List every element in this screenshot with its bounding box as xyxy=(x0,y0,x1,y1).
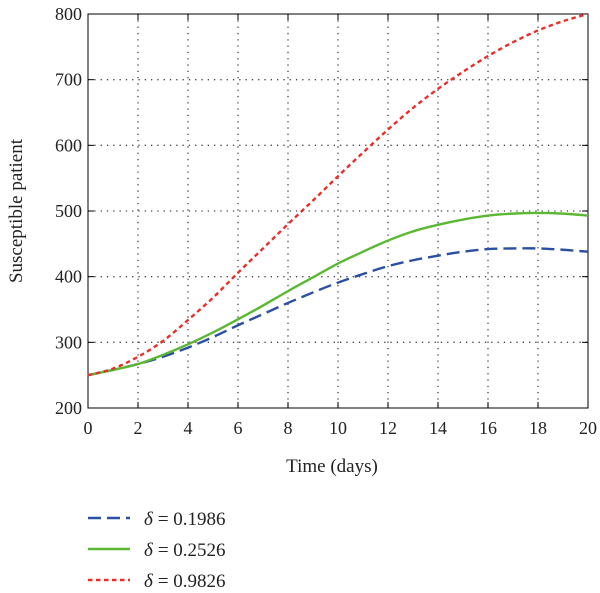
legend-label-delta-0-2526: δ = 0.2526 xyxy=(144,540,226,561)
series-lines xyxy=(87,12,589,377)
x-tick-label: 4 xyxy=(184,418,193,438)
x-tick-label: 16 xyxy=(479,418,497,438)
axis-ticks xyxy=(87,13,589,409)
legend-value: = 0.9826 xyxy=(158,571,226,592)
x-tick-label: 6 xyxy=(234,418,243,438)
grid xyxy=(88,14,588,408)
legend-symbol: δ xyxy=(144,571,154,592)
y-tick-labels: 200 300 400 500 600 700 800 xyxy=(55,4,82,418)
y-tick-label: 400 xyxy=(55,267,82,287)
y-axis-title: Susceptible patient xyxy=(6,138,27,283)
series-line-delta-0-9826 xyxy=(87,12,589,377)
y-tick-label: 600 xyxy=(55,135,82,155)
x-axis-title: Time (days) xyxy=(286,456,378,477)
series-line-delta-0-1986 xyxy=(87,247,589,377)
legend-value: = 0.1986 xyxy=(158,509,226,530)
y-tick-label: 200 xyxy=(55,398,82,418)
x-tick-label: 8 xyxy=(284,418,293,438)
legend-value: = 0.2526 xyxy=(158,540,226,561)
legend-label-delta-0-9826: δ = 0.9826 xyxy=(144,571,226,592)
y-tick-label: 300 xyxy=(55,332,82,352)
x-tick-label: 2 xyxy=(134,418,143,438)
legend-symbol: δ xyxy=(144,540,154,561)
legend-symbol: δ xyxy=(144,509,154,530)
x-tick-label: 12 xyxy=(379,418,397,438)
y-tick-label: 500 xyxy=(55,201,82,221)
y-tick-label: 700 xyxy=(55,70,82,90)
legend-label-delta-0-1986: δ = 0.1986 xyxy=(144,509,226,530)
x-tick-label: 14 xyxy=(429,418,447,438)
x-tick-label: 10 xyxy=(329,418,347,438)
x-tick-labels: 0 2 4 6 8 10 12 14 16 18 20 xyxy=(84,418,598,438)
x-tick-label: 0 xyxy=(84,418,93,438)
x-tick-label: 18 xyxy=(529,418,547,438)
x-tick-label: 20 xyxy=(579,418,597,438)
series-line-delta-0-2526 xyxy=(87,211,589,377)
y-tick-label: 800 xyxy=(55,4,82,24)
